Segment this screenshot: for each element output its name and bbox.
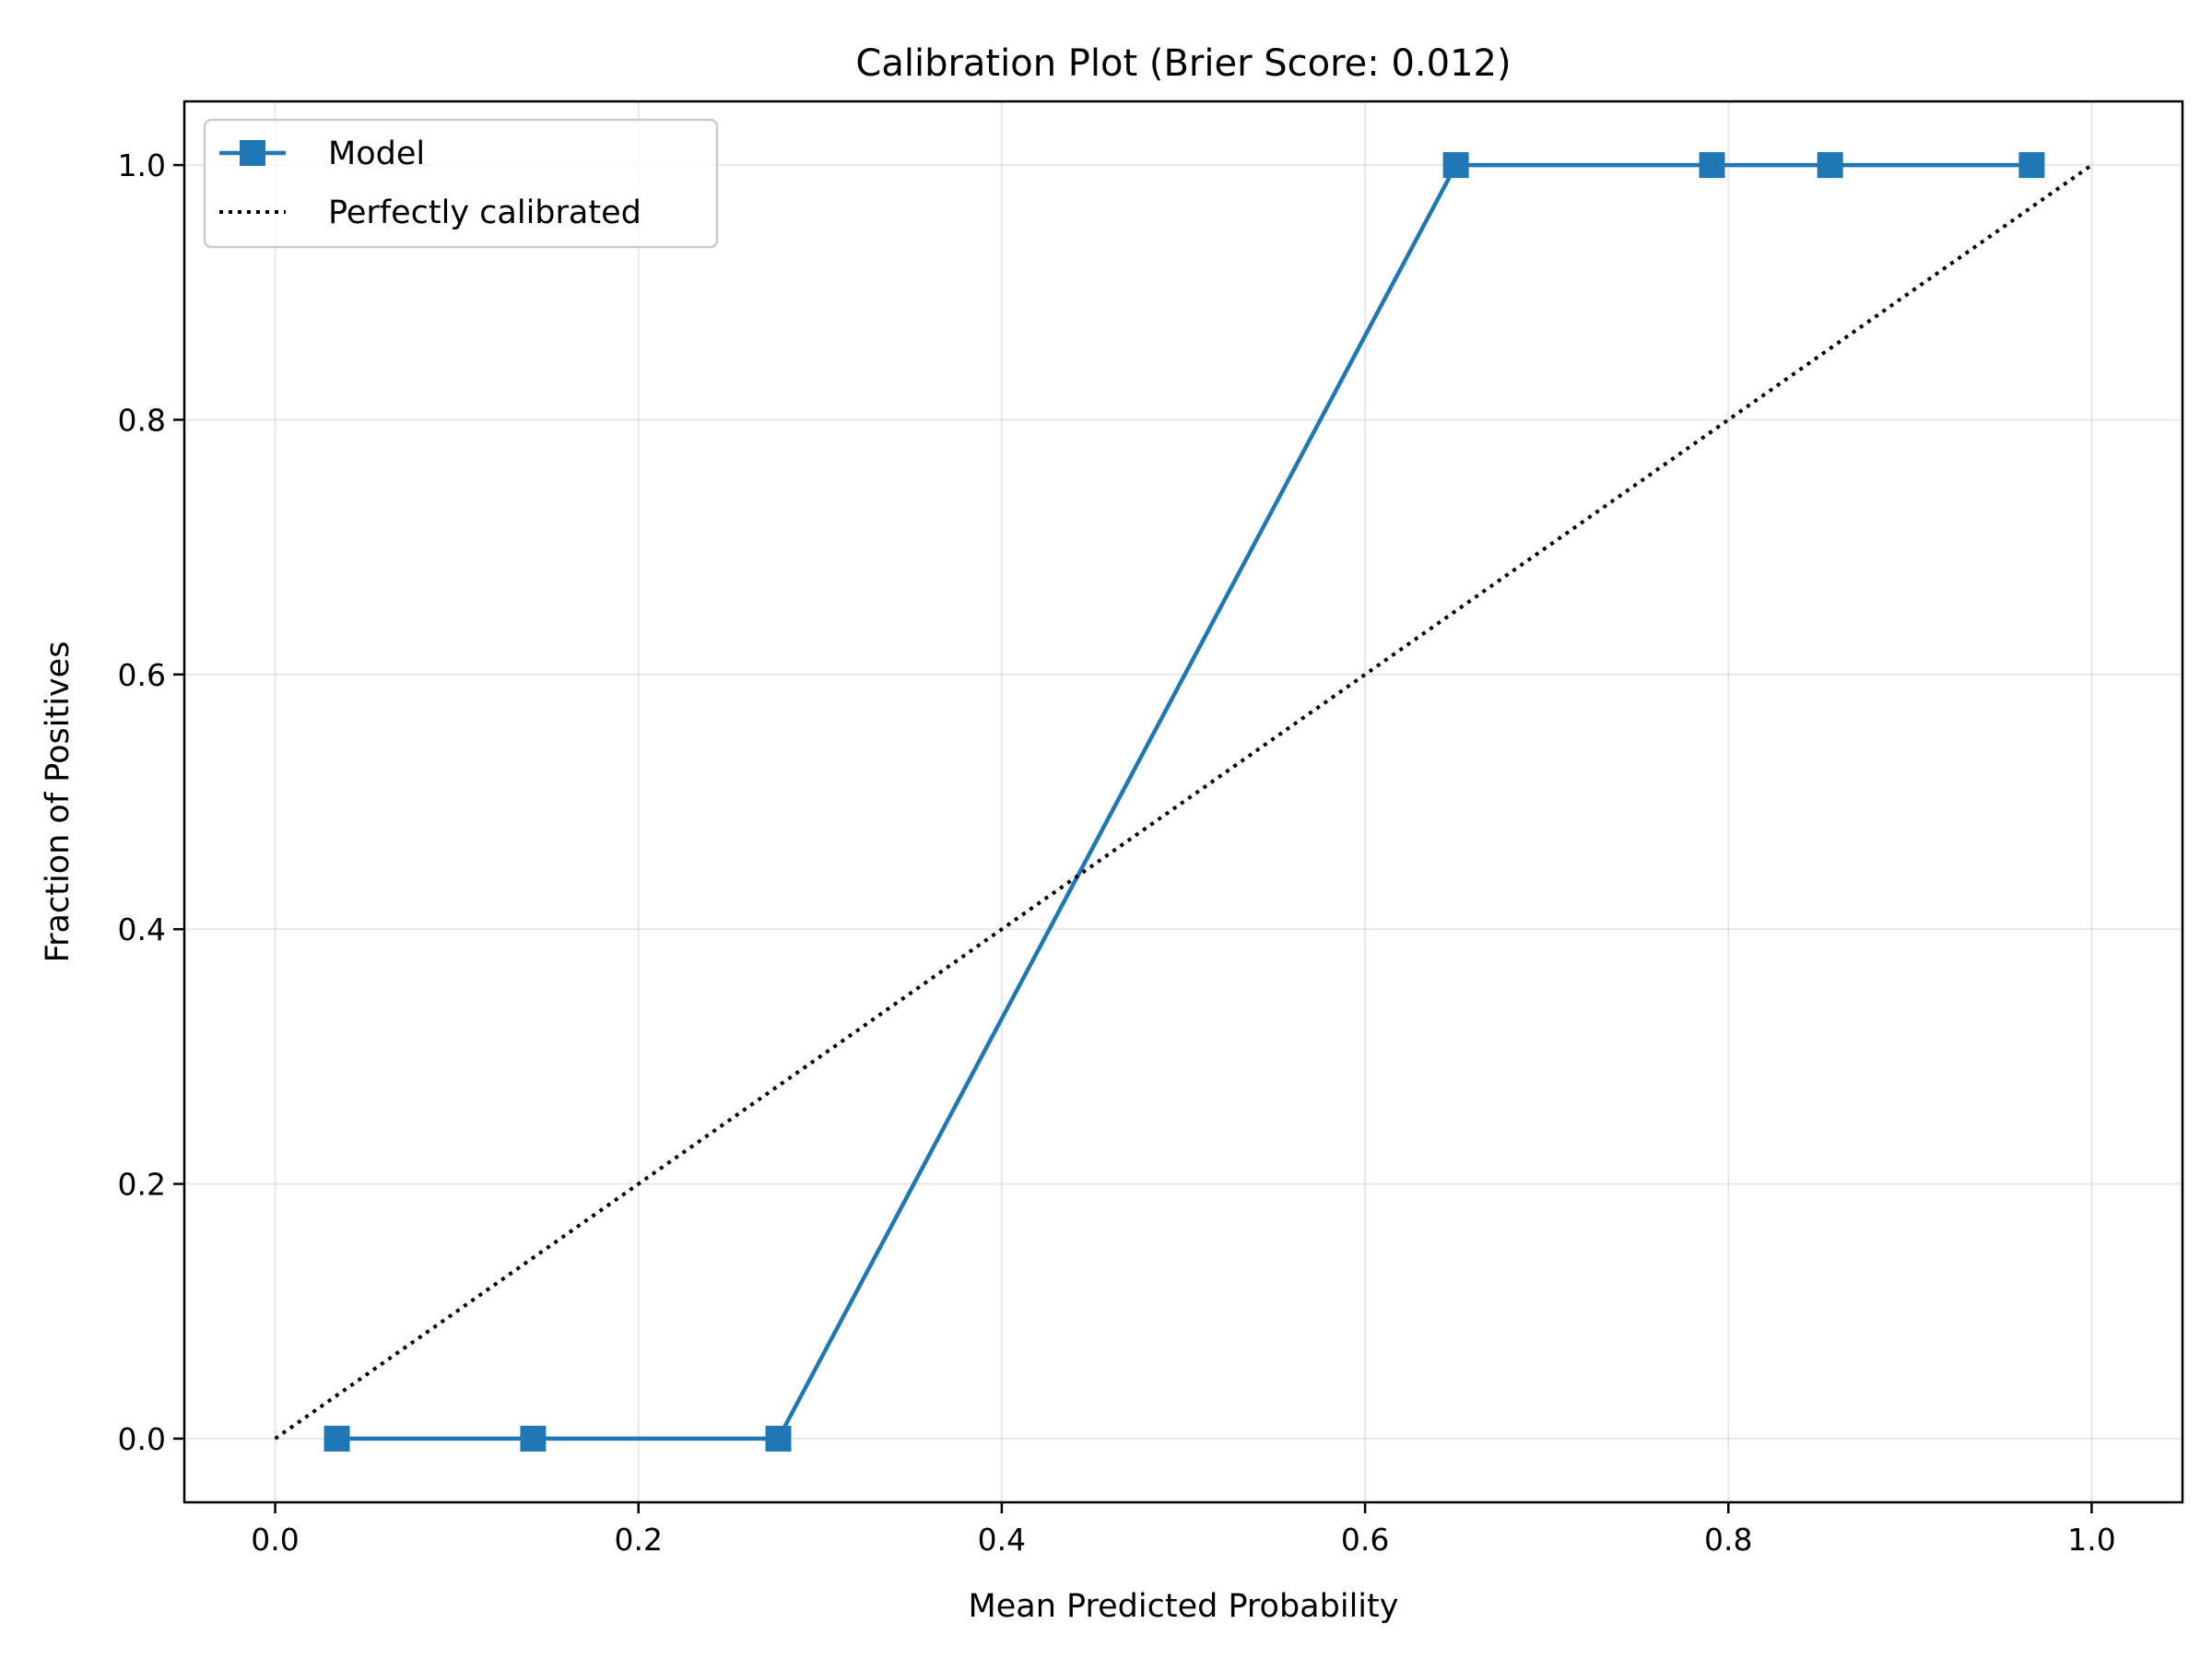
y-tick-label: 1.0 xyxy=(118,147,166,183)
model-point xyxy=(1817,152,1843,179)
model-point xyxy=(765,1425,792,1452)
legend-box xyxy=(203,118,719,249)
model-point xyxy=(2018,152,2045,179)
legend: Model Perfectly calibrated xyxy=(203,118,719,249)
perfectly-calibrated-line xyxy=(274,163,2093,1441)
y-tick-label: 0.6 xyxy=(118,657,166,693)
x-tick-label: 1.0 xyxy=(2067,1522,2115,1558)
x-tick-label: 0.0 xyxy=(251,1522,299,1558)
x-tick-label: 0.6 xyxy=(1341,1522,1389,1558)
legend-label: Perfectly calibrated xyxy=(328,194,641,231)
y-tick-label: 0.2 xyxy=(118,1167,166,1203)
axes-frame xyxy=(182,100,2184,1504)
ticks: 0.0 0.2 0.4 0.6 0.8 1.0 0.0 0.2 0.4 0.6 0.8 1.0 xyxy=(118,147,2116,1558)
y-axis-label: Fraction of Positives xyxy=(40,641,76,963)
y-tick-label: 0.4 xyxy=(118,912,166,947)
x-tick-label: 0.2 xyxy=(614,1522,662,1558)
y-tick-label: 0.8 xyxy=(118,402,166,438)
legend-swatch-model-marker xyxy=(240,140,265,166)
y-tick-label: 0.0 xyxy=(118,1421,166,1457)
legend-label: Model xyxy=(328,135,425,172)
series-layer xyxy=(274,152,2093,1452)
x-axis-label: Mean Predicted Probability xyxy=(969,1588,1399,1625)
chart-title: Calibration Plot (Brier Score: 0.012) xyxy=(855,42,1511,85)
model-point xyxy=(1442,152,1469,179)
x-tick-label: 0.8 xyxy=(1704,1522,1752,1558)
x-tick-label: 0.4 xyxy=(978,1522,1026,1558)
model-point xyxy=(1699,152,1725,179)
model-point xyxy=(324,1425,350,1452)
model-point xyxy=(520,1425,547,1452)
